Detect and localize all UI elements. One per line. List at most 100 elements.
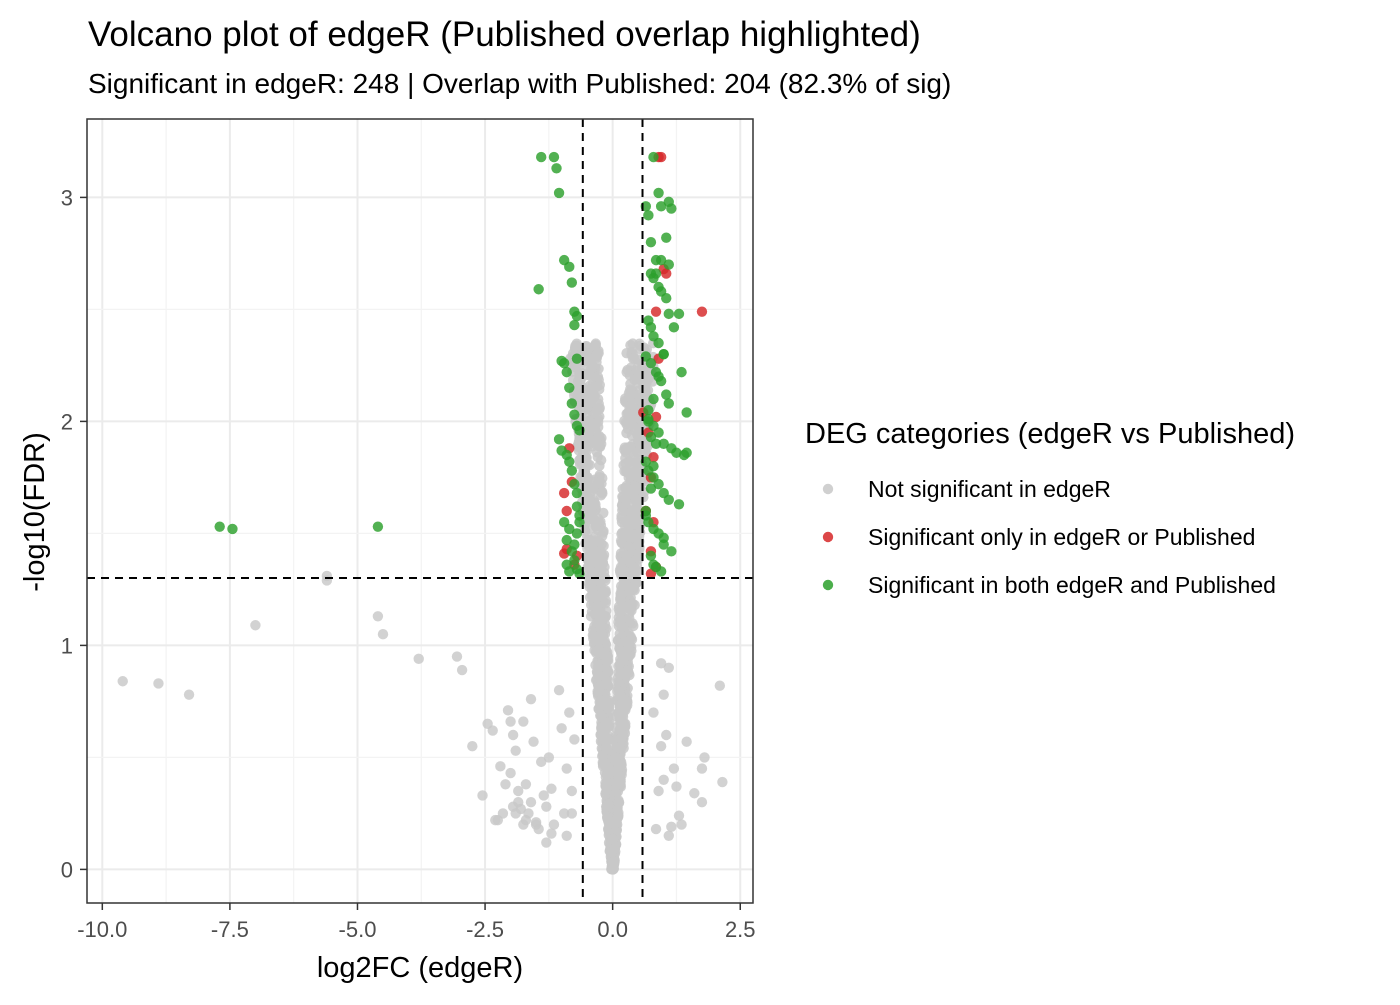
point-significant-both: [561, 366, 572, 378]
point-not-significant: [619, 636, 631, 647]
y-tick-label: 0: [61, 857, 73, 882]
point-not-significant: [673, 810, 685, 821]
point-significant-both: [536, 151, 547, 163]
point-significant-one: [650, 306, 662, 317]
point-not-significant: [613, 620, 625, 632]
point-not-significant: [586, 567, 598, 578]
point-not-significant: [591, 517, 602, 528]
point-significant-both: [658, 438, 669, 449]
point-significant-both: [214, 521, 225, 532]
point-significant-both: [666, 546, 677, 557]
point-not-significant: [553, 685, 565, 696]
point-not-significant: [639, 366, 650, 377]
point-significant-both: [673, 499, 685, 510]
legend-label: Significant in both edgeR and Published: [868, 572, 1276, 598]
point-not-significant: [632, 378, 643, 389]
point-not-significant: [615, 725, 626, 736]
point-significant-both: [564, 456, 575, 467]
point-significant-both: [666, 203, 677, 214]
point-not-significant: [372, 611, 384, 622]
point-significant-both: [553, 187, 565, 199]
point-not-significant: [589, 435, 601, 447]
y-axis: 0 1 2 3: [61, 185, 87, 882]
point-not-significant: [658, 774, 669, 785]
point-not-significant: [689, 788, 700, 799]
point-not-significant: [495, 761, 506, 772]
point-not-significant: [536, 756, 547, 768]
y-tick-label: 1: [61, 633, 73, 658]
point-not-significant: [507, 729, 519, 741]
point-significant-both: [569, 319, 580, 331]
point-not-significant: [699, 752, 710, 763]
x-tick-label: -2.5: [466, 917, 504, 942]
legend-key: [822, 531, 834, 543]
legend-label: Significant only in edgeR or Published: [868, 524, 1255, 550]
point-not-significant: [321, 570, 333, 582]
point-significant-both: [372, 521, 384, 532]
x-axis-label: log2FC (edgeR): [317, 952, 523, 984]
point-not-significant: [714, 680, 726, 691]
point-significant-both: [658, 349, 669, 360]
point-significant-both: [661, 232, 672, 243]
legend-items: Not significant in edgeR Significant only…: [822, 476, 1276, 598]
point-not-significant: [696, 797, 708, 808]
point-significant-both: [561, 534, 572, 546]
point-not-significant: [525, 693, 537, 705]
point-not-significant: [601, 801, 613, 812]
point-significant-both: [673, 308, 685, 320]
point-not-significant: [600, 735, 611, 747]
point-not-significant: [564, 707, 575, 718]
point-significant-both: [650, 268, 662, 279]
point-not-significant: [663, 662, 674, 673]
point-significant-both: [663, 308, 674, 320]
point-significant-both: [663, 494, 674, 505]
point-not-significant: [627, 420, 638, 432]
legend-title: DEG categories (edgeR vs Published): [805, 418, 1295, 450]
point-not-significant: [583, 494, 594, 505]
point-significant-both: [648, 461, 659, 472]
point-not-significant: [583, 352, 594, 364]
point-significant-both: [681, 447, 692, 458]
point-significant-one: [655, 151, 667, 163]
point-not-significant: [621, 408, 632, 420]
point-not-significant: [594, 379, 605, 391]
point-not-significant: [602, 666, 614, 677]
threshold-lines: [87, 119, 753, 903]
point-not-significant: [584, 369, 596, 381]
point-significant-both: [653, 337, 664, 349]
point-not-significant: [487, 725, 498, 736]
point-not-significant: [566, 785, 578, 797]
point-not-significant: [546, 783, 557, 794]
point-not-significant: [661, 729, 672, 741]
point-significant-both: [648, 151, 659, 163]
point-not-significant: [668, 763, 680, 774]
point-not-significant: [595, 454, 607, 466]
point-significant-both: [661, 293, 672, 304]
point-not-significant: [530, 819, 542, 830]
point-significant-both: [227, 523, 238, 535]
point-not-significant: [655, 741, 667, 752]
point-not-significant: [525, 797, 537, 808]
point-not-significant: [623, 667, 634, 679]
point-not-significant: [582, 531, 593, 543]
point-not-significant: [629, 599, 640, 611]
point-not-significant: [615, 733, 627, 745]
point-not-significant: [614, 742, 625, 754]
point-not-significant: [593, 477, 605, 489]
point-not-significant: [541, 801, 552, 812]
point-not-significant: [593, 630, 604, 642]
point-not-significant: [627, 338, 638, 349]
point-significant-both: [643, 405, 654, 416]
x-tick-label: 2.5: [725, 917, 756, 942]
point-significant-both: [645, 431, 657, 443]
point-significant-one: [696, 306, 708, 317]
legend-key: [822, 483, 834, 495]
point-significant-both: [645, 237, 657, 248]
plot-border: [86, 118, 754, 904]
point-not-significant: [658, 689, 669, 700]
point-not-significant: [596, 695, 607, 706]
point-not-significant: [510, 808, 521, 819]
point-not-significant: [597, 761, 609, 772]
point-not-significant: [624, 520, 636, 531]
